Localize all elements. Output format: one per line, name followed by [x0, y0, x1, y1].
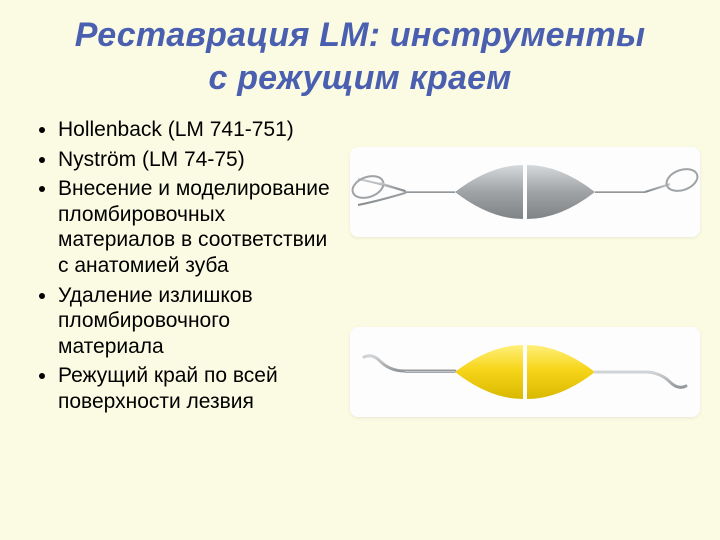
- bullet-list: Hollenback (LM 741-751) Nyström (LM 74-7…: [30, 117, 340, 419]
- title-line-1: Реставрация LM: инструменты: [75, 16, 645, 54]
- instrument-bottom: [350, 327, 700, 417]
- title-line-2: с режущим краем: [208, 59, 511, 97]
- list-item: Удаление излишков пломбировочного матери…: [58, 283, 340, 360]
- slide-title: Реставрация LM: инструменты с режущим кр…: [30, 14, 690, 99]
- list-item: Nyström (LM 74-75): [58, 147, 340, 173]
- list-item: Режущий край по всей поверхности лезвия: [58, 363, 340, 414]
- image-column: [340, 117, 690, 419]
- instrument-top: [350, 147, 700, 237]
- list-item: Внесение и моделирование пломбировочных …: [58, 176, 340, 278]
- list-item: Hollenback (LM 741-751): [58, 117, 340, 143]
- content-row: Hollenback (LM 741-751) Nyström (LM 74-7…: [30, 117, 690, 419]
